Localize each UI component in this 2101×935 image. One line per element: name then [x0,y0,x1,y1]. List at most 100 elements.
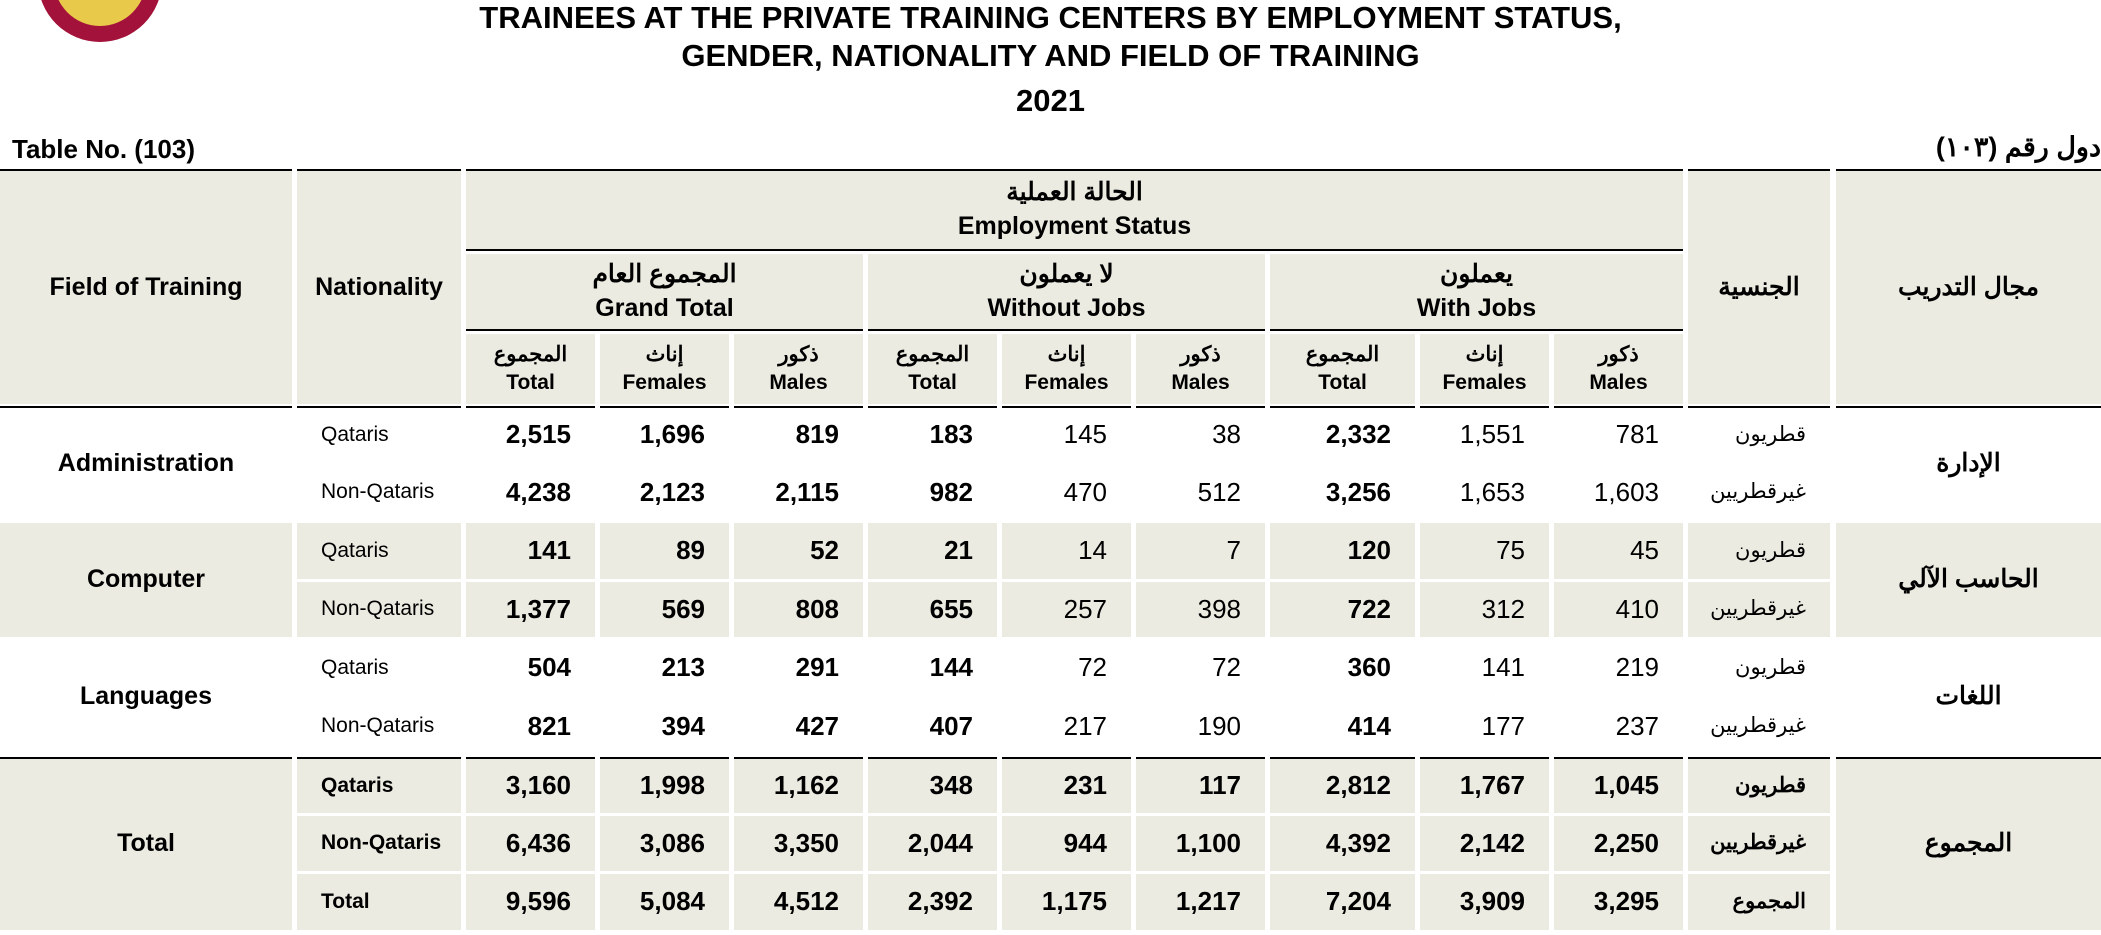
title-line: GENDER, NATIONALITY AND FIELD OF TRAININ… [681,38,1420,73]
value-cell: 2,123 [600,465,729,521]
value-text: 45 [1630,535,1659,566]
value-cell: 1,100 [1136,815,1265,871]
value-cell: 4,512 [734,874,863,930]
value-text: 1,045 [1593,770,1659,801]
title-line: TRAINEES AT THE PRIVATE TRAINING CENTERS… [479,0,1622,35]
nationality-cell: قطريون [1688,406,1830,462]
value-cell: 3,086 [600,815,729,871]
value-cell: 1,653 [1420,465,1549,521]
nationality-cell: Non-Qataris [297,465,461,521]
value-text: 1,175 [1041,886,1107,917]
field-text: Total [117,829,175,858]
value-cell: 7,204 [1270,874,1415,930]
group-header: يعملون With Jobs [1270,254,1683,331]
logo [41,0,159,42]
field-text-ar: المجموع [1924,829,2013,858]
value-cell: 6,436 [466,815,595,871]
value-cell: 3,350 [734,815,863,871]
value-text: 4,392 [1325,827,1391,858]
field-cell: Languages [0,640,292,754]
value-text: 213 [661,652,705,683]
field-cell: Computer [0,523,292,637]
value-text: 1,998 [639,770,705,801]
sub-header: المجموع Total [1270,334,1415,404]
value-text: 1,653 [1459,476,1525,507]
value-cell: 427 [734,699,863,755]
nationality-cell: قطريون [1688,757,1830,813]
value-cell: 1,162 [734,757,863,813]
value-cell: 120 [1270,523,1415,579]
field-cell: الحاسب الآلي [1836,523,2101,637]
nationality-cell: قطريون [1688,640,1830,696]
nationality-text-ar: قطريون [1735,655,1806,679]
value-text: 504 [527,652,571,683]
value-text: 781 [1615,419,1659,450]
value-text: 470 [1063,476,1107,507]
value-text: 1,551 [1459,419,1525,450]
value-cell: 231 [1002,757,1131,813]
nationality-text: Non-Qataris [321,831,442,855]
value-cell: 291 [734,640,863,696]
nationality-cell: Qataris [297,757,461,813]
value-cell: 1,696 [600,406,729,462]
value-text: 2,123 [639,476,705,507]
value-text: 2,515 [505,419,571,450]
nationality-cell: قطريون [1688,523,1830,579]
value-text: 217 [1063,710,1107,741]
value-cell: 312 [1420,581,1549,637]
value-cell: 2,812 [1270,757,1415,813]
value-text: 569 [661,593,705,624]
header-cell: الحالة العملية Employment Status [466,169,1683,251]
nationality-text: Total [321,889,370,913]
value-text: 808 [795,593,839,624]
value-text: 219 [1615,652,1659,683]
field-cell: اللغات [1836,640,2101,754]
value-text: 75 [1496,535,1525,566]
value-text: 655 [929,593,973,624]
value-cell: 982 [868,465,997,521]
header-cell: الجنسية [1688,169,1830,404]
header-cell: Field of Training [0,169,292,404]
value-cell: 360 [1270,640,1415,696]
value-cell: 2,392 [868,874,997,930]
field-cell: Administration [0,406,292,520]
nationality-text: Non-Qataris [321,480,435,504]
value-text: 1,162 [773,770,839,801]
header-text: Total [506,371,555,394]
header-text-ar: إناث [1047,342,1086,366]
header-text-ar: ذكور [1598,342,1639,366]
nationality-cell: Qataris [297,523,461,579]
field-text-ar: اللغات [1935,682,2002,711]
value-text: 72 [1078,652,1107,683]
value-text: 177 [1481,710,1525,741]
value-cell: 4,392 [1270,815,1415,871]
value-text: 982 [929,476,973,507]
value-cell: 398 [1136,581,1265,637]
header-text: Employment Status [957,212,1192,240]
header-text: Without Jobs [987,293,1146,322]
value-text: 231 [1063,770,1107,801]
field-text: Administration [57,449,235,478]
value-cell: 1,603 [1554,465,1683,521]
header-text-ar: الحالة العملية [1006,178,1143,207]
value-cell: 2,250 [1554,815,1683,871]
group-header: المجموع العام Grand Total [466,254,863,331]
value-text: 2,044 [907,827,973,858]
value-cell: 722 [1270,581,1415,637]
value-cell: 190 [1136,699,1265,755]
value-cell: 512 [1136,465,1265,521]
value-cell: 2,142 [1420,815,1549,871]
nationality-cell: Non-Qataris [297,815,461,871]
value-text: 427 [795,710,839,741]
sub-header: إناث Females [600,334,729,404]
value-cell: 944 [1002,815,1131,871]
value-cell: 781 [1554,406,1683,462]
value-cell: 821 [466,699,595,755]
value-cell: 2,515 [466,406,595,462]
sub-header: ذكور Males [734,334,863,404]
header-cell: Nationality [297,169,461,404]
header-text-ar: إناث [1465,342,1504,366]
value-cell: 2,115 [734,465,863,521]
value-text: 944 [1063,827,1107,858]
nationality-cell: Total [297,874,461,930]
